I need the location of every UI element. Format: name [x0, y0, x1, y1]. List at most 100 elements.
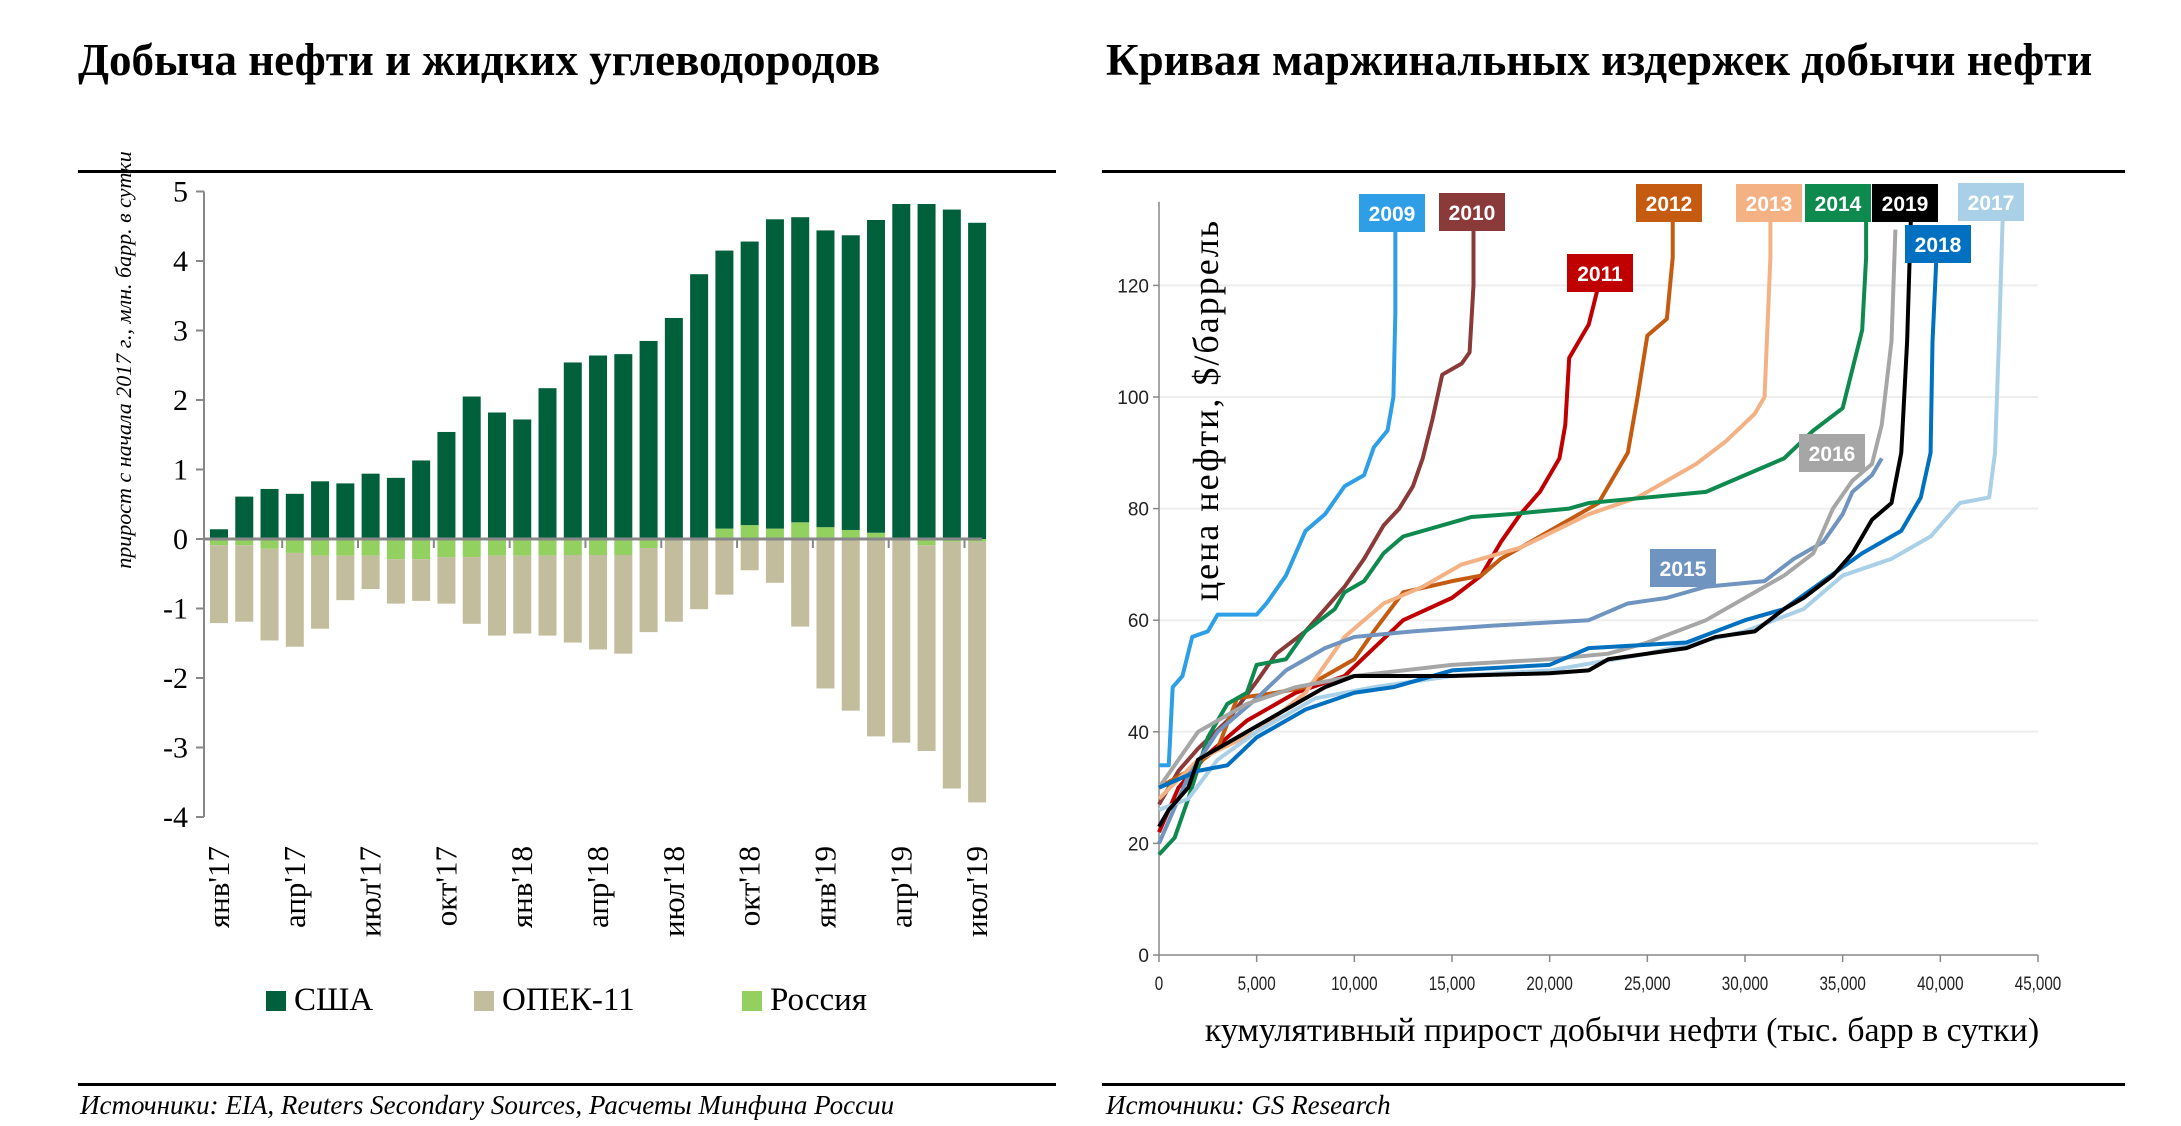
x-tick-label: июл'17 — [353, 846, 388, 937]
bar-opec — [942, 541, 961, 789]
bar-opec — [260, 548, 279, 641]
legend-item-opec: ОПЕК-11 — [474, 982, 635, 1019]
bar-opec — [791, 539, 810, 627]
bar-opec — [740, 539, 759, 571]
bar-usa — [589, 355, 608, 539]
bar-opec — [538, 555, 557, 636]
x-tick-label: 35,000 — [1819, 972, 1865, 994]
bar-opec — [917, 545, 936, 751]
line-series-2011 — [1157, 284, 1601, 834]
bar-russia — [917, 539, 936, 546]
bar-russia — [563, 539, 582, 555]
bar-russia — [285, 539, 304, 553]
y-tick-label: 20 — [1128, 834, 1149, 855]
x-tick-label: апр'19 — [883, 846, 918, 928]
x-tick-label: окт'18 — [732, 846, 767, 926]
bar-russia — [487, 539, 506, 556]
line-series-2019 — [1157, 212, 1914, 828]
right-source: Источники: GS Research — [1106, 1090, 1391, 1120]
x-tick-label: июл'19 — [959, 846, 994, 937]
legend-swatch-usa — [266, 990, 286, 1011]
bar-russia — [589, 539, 608, 555]
y-tick-label: 0 — [1138, 946, 1149, 967]
bar-usa — [386, 477, 405, 539]
x-tick-label: 30,000 — [1722, 972, 1768, 994]
legend-swatch-opec — [474, 990, 494, 1011]
x-tick-label: апр'17 — [277, 846, 312, 928]
x-tick-label: янв'18 — [504, 846, 539, 928]
series-label-2013: 2013 — [1736, 184, 1802, 222]
line-series-2017 — [1158, 212, 2005, 812]
bar-russia — [614, 539, 633, 555]
series-label-2015: 2015 — [1650, 549, 1716, 587]
y-tick-label: 3 — [173, 315, 188, 348]
line-series-2016 — [1157, 229, 1898, 789]
y-tick-label: -2 — [163, 662, 188, 695]
series-label-text: 2016 — [1809, 443, 1856, 466]
legend-item-russia: Россия — [742, 982, 867, 1019]
x-tick-label: 25,000 — [1624, 972, 1670, 994]
bar-usa — [361, 473, 380, 539]
line-series-2013 — [1157, 212, 1773, 801]
series-label-2009: 2009 — [1359, 194, 1425, 232]
bar-opec — [690, 539, 709, 610]
y-tick-label: 0 — [173, 523, 188, 556]
x-tick-label: апр'18 — [580, 846, 615, 928]
series-label-2010: 2010 — [1439, 193, 1505, 231]
series-label-box — [1799, 434, 1865, 472]
bar-russia — [740, 525, 759, 539]
bar-russia — [260, 539, 279, 549]
bar-usa — [816, 230, 835, 528]
left-bottom-rule — [78, 1083, 1056, 1086]
bar-usa — [563, 362, 582, 539]
bar-usa — [942, 209, 961, 539]
series-label-box — [1872, 184, 1938, 222]
bar-russia — [513, 539, 532, 556]
series-label-2011: 2011 — [1567, 254, 1633, 292]
series-label-text: 2018 — [1915, 234, 1962, 257]
y-tick-label: -3 — [163, 732, 188, 765]
y-axis-title: прирост с начала 2017 г., млн. барр. в с… — [111, 151, 136, 568]
bar-russia — [639, 539, 658, 549]
y-tick-label: -4 — [163, 801, 188, 834]
y-tick-label: 40 — [1128, 723, 1149, 744]
bar-usa — [791, 217, 810, 523]
bar-opec — [715, 539, 734, 595]
series-label-box — [1905, 225, 1971, 263]
y-tick-label: 5 — [173, 176, 188, 209]
x-axis-title: кумулятивный прирост добычи нефти (тыс. … — [1205, 1012, 2039, 1049]
bar-usa — [311, 481, 330, 539]
x-tick-label: 20,000 — [1526, 972, 1572, 994]
bar-usa — [740, 241, 759, 526]
bar-opec — [412, 559, 431, 601]
x-tick-label: 5,000 — [1238, 972, 1276, 994]
bar-russia — [715, 528, 734, 539]
x-tick-label: июл'18 — [656, 846, 691, 937]
series-label-text: 2011 — [1577, 263, 1623, 286]
series-label-box — [1958, 183, 2024, 221]
series-label-box — [1805, 184, 1871, 222]
bar-usa — [462, 396, 481, 539]
bar-opec — [386, 559, 405, 604]
left-source: Источники: EIA, Reuters Secondary Source… — [80, 1090, 895, 1120]
bar-usa — [765, 219, 784, 529]
x-tick-label: 0 — [1155, 972, 1163, 994]
bar-usa — [690, 274, 709, 539]
x-tick-label: 10,000 — [1331, 972, 1377, 994]
bar-usa — [715, 250, 734, 529]
bar-usa — [210, 529, 228, 539]
series-label-text: 2012 — [1646, 193, 1693, 216]
bar-opec — [487, 555, 506, 636]
bar-usa — [235, 496, 254, 539]
series-label-2012: 2012 — [1636, 184, 1702, 222]
x-tick-label: янв'17 — [201, 846, 236, 928]
series-label-box — [1736, 184, 1802, 222]
y-tick-label: 2 — [173, 384, 188, 417]
right-top-rule — [1102, 170, 2125, 173]
series-label-text: 2009 — [1369, 203, 1416, 226]
series-label-2016: 2016 — [1799, 434, 1865, 472]
bar-russia — [867, 532, 886, 539]
bar-opec — [968, 541, 987, 803]
left-chart-title: Добыча нефти и жидких углеводородов — [78, 35, 881, 85]
bar-opec — [639, 548, 658, 633]
